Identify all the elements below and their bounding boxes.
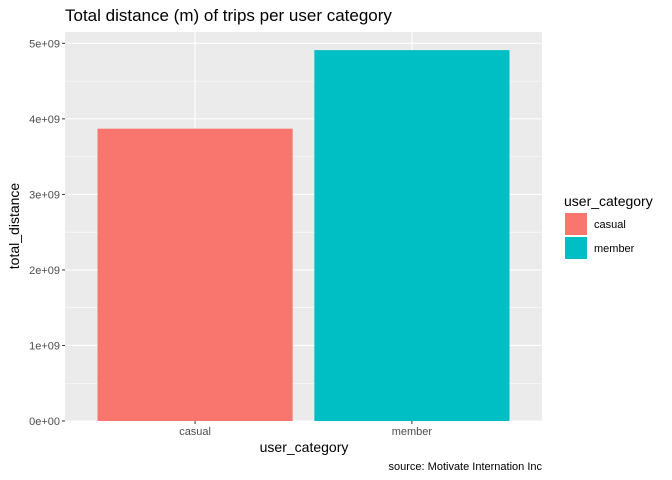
y-tick-label: 0e+00 — [29, 416, 60, 428]
y-tick-label: 2e+09 — [29, 265, 60, 277]
x-tick-label: casual — [179, 426, 211, 438]
legend-key-casual — [565, 213, 587, 235]
chart-title: Total distance (m) of trips per user cat… — [65, 6, 392, 25]
y-tick-label: 1e+09 — [29, 340, 60, 352]
y-tick-label: 3e+09 — [29, 189, 60, 201]
bar-casual — [97, 128, 293, 421]
legend-title: user_category — [564, 193, 653, 209]
x-axis-title: user_category — [260, 439, 349, 455]
caption: source: Motivate Internation Inc — [389, 461, 543, 473]
legend-key-member — [565, 237, 587, 259]
plot-panel — [65, 32, 542, 422]
legend-label-casual: casual — [594, 219, 626, 231]
legend: user_category casual member — [564, 193, 653, 259]
y-tick-label: 5e+09 — [29, 38, 60, 50]
y-axis-title: total_distance — [6, 183, 22, 270]
bar-member — [314, 50, 510, 422]
y-tick-label: 4e+09 — [29, 114, 60, 126]
legend-label-member: member — [594, 243, 635, 255]
x-tick-label: member — [392, 426, 433, 438]
